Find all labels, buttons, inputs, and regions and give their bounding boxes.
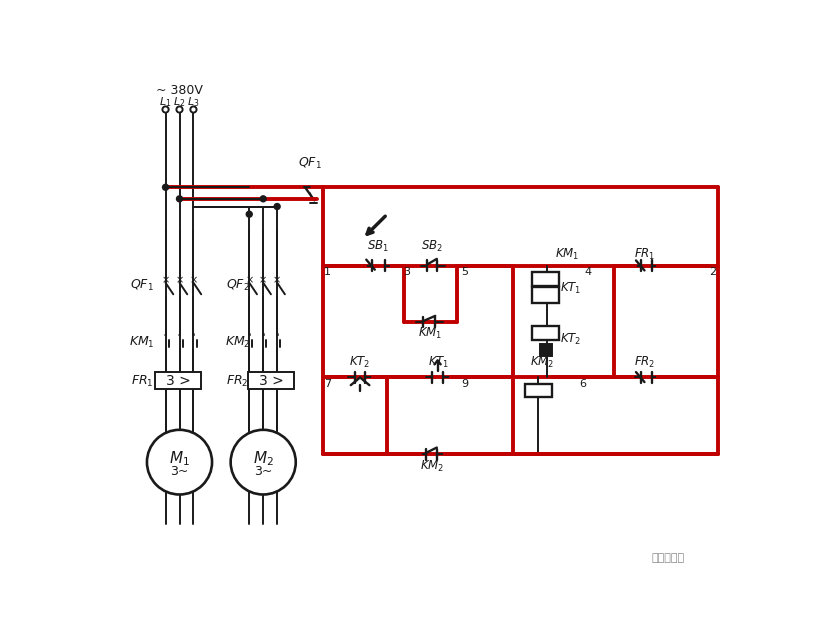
Circle shape: [246, 212, 252, 217]
Text: 7: 7: [324, 379, 330, 388]
Bar: [532, 272, 559, 286]
Text: $KM_2$: $KM_2$: [530, 354, 554, 370]
Text: ᵈ: ᵈ: [247, 332, 251, 341]
Text: 2: 2: [709, 267, 716, 277]
Text: ᵈ: ᵈ: [276, 332, 279, 341]
Text: $KT_2$: $KT_2$: [349, 354, 370, 370]
Text: $SB_2$: $SB_2$: [421, 239, 443, 254]
Text: 1: 1: [324, 267, 330, 277]
Text: ᵈ: ᵈ: [164, 332, 167, 341]
Text: ×: ×: [175, 275, 184, 285]
Text: 9: 9: [461, 379, 468, 388]
Text: $QF_1$: $QF_1$: [131, 278, 154, 293]
Text: ×: ×: [245, 275, 253, 285]
Text: $KM_1$: $KM_1$: [130, 335, 155, 350]
Text: 3: 3: [403, 267, 410, 277]
Text: ᵈ: ᵈ: [178, 332, 181, 341]
Text: ~ 380V: ~ 380V: [156, 84, 203, 96]
Text: $FR_1$: $FR_1$: [634, 247, 655, 262]
Text: $KT_1$: $KT_1$: [428, 354, 450, 370]
Circle shape: [260, 196, 266, 201]
Text: $KM_2$: $KM_2$: [225, 335, 251, 350]
Bar: [532, 326, 559, 340]
Text: 6: 6: [579, 379, 587, 388]
Text: 3~: 3~: [171, 465, 188, 478]
Text: $KT_2$: $KT_2$: [561, 331, 582, 347]
Text: $L_3$: $L_3$: [187, 95, 200, 109]
Text: 3 >: 3 >: [166, 374, 190, 388]
Text: $SB_1$: $SB_1$: [367, 239, 389, 254]
Text: $M_2$: $M_2$: [253, 449, 273, 467]
Circle shape: [162, 107, 169, 113]
Text: ᵈ: ᵈ: [261, 332, 265, 341]
Bar: [540, 345, 552, 356]
Text: $KT_1$: $KT_1$: [561, 282, 582, 296]
Text: 5: 5: [461, 267, 468, 277]
Text: $FR_2$: $FR_2$: [634, 354, 655, 370]
Text: $QF_2$: $QF_2$: [226, 278, 250, 293]
Text: ×: ×: [162, 275, 170, 285]
Bar: [155, 372, 202, 389]
Text: ×: ×: [273, 275, 282, 285]
Text: ×: ×: [189, 275, 197, 285]
Text: $KM_1$: $KM_1$: [555, 247, 579, 262]
Text: $FR_1$: $FR_1$: [131, 374, 153, 389]
Text: 小电工点点: 小电工点点: [651, 554, 685, 563]
Circle shape: [190, 107, 197, 113]
Text: $KM_1$: $KM_1$: [419, 326, 443, 341]
Text: $QF_1$: $QF_1$: [298, 156, 322, 171]
Circle shape: [147, 430, 212, 494]
Bar: [248, 372, 295, 389]
Text: ᵈ: ᵈ: [192, 332, 195, 341]
Text: 3~: 3~: [254, 465, 273, 478]
Text: 3 >: 3 >: [259, 374, 283, 388]
Bar: [532, 287, 559, 303]
Text: ×: ×: [259, 275, 268, 285]
Circle shape: [177, 196, 182, 201]
Circle shape: [176, 107, 183, 113]
Circle shape: [274, 204, 280, 209]
Text: $KM_2$: $KM_2$: [420, 459, 444, 475]
Circle shape: [231, 430, 295, 494]
Text: $L_2$: $L_2$: [173, 95, 186, 109]
Text: 4: 4: [584, 267, 591, 277]
Text: $L_1$: $L_1$: [159, 95, 171, 109]
Text: $M_1$: $M_1$: [169, 449, 190, 467]
Text: $FR_2$: $FR_2$: [226, 374, 249, 389]
Bar: [526, 384, 552, 397]
Circle shape: [163, 185, 168, 190]
